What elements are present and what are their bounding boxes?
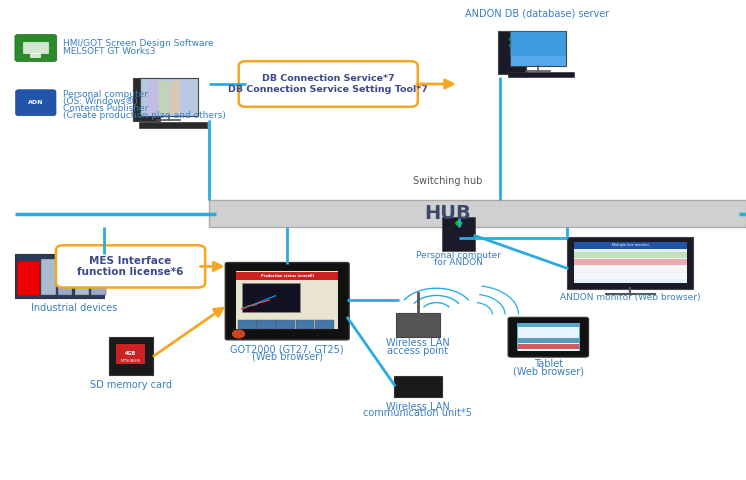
Text: HMI/GOT Screen Design Software: HMI/GOT Screen Design Software — [63, 39, 214, 48]
Text: access point: access point — [387, 346, 448, 356]
FancyBboxPatch shape — [15, 254, 104, 298]
FancyBboxPatch shape — [91, 259, 106, 295]
Text: ANDON DB (database) server: ANDON DB (database) server — [465, 9, 609, 19]
FancyBboxPatch shape — [170, 81, 181, 114]
FancyBboxPatch shape — [574, 274, 687, 279]
FancyBboxPatch shape — [140, 78, 198, 116]
FancyBboxPatch shape — [295, 320, 314, 329]
FancyBboxPatch shape — [507, 72, 574, 77]
Text: ANDON monitor (Web browser): ANDON monitor (Web browser) — [560, 293, 700, 302]
FancyBboxPatch shape — [396, 313, 440, 337]
FancyBboxPatch shape — [17, 261, 39, 295]
Text: Wireless LAN: Wireless LAN — [386, 402, 450, 412]
Text: HUB: HUB — [424, 204, 471, 223]
Circle shape — [510, 38, 514, 41]
FancyBboxPatch shape — [510, 31, 565, 56]
FancyBboxPatch shape — [257, 320, 276, 329]
FancyBboxPatch shape — [276, 320, 295, 329]
FancyBboxPatch shape — [133, 78, 160, 121]
Text: communication unit*5: communication unit*5 — [363, 408, 472, 419]
FancyBboxPatch shape — [236, 272, 338, 329]
FancyBboxPatch shape — [315, 320, 333, 329]
Text: Industrial devices: Industrial devices — [31, 303, 118, 313]
FancyBboxPatch shape — [16, 90, 56, 116]
FancyBboxPatch shape — [236, 272, 338, 279]
Text: (OS: Windows®): (OS: Windows®) — [63, 97, 138, 106]
Circle shape — [233, 330, 245, 338]
FancyBboxPatch shape — [498, 31, 526, 74]
Text: (Create production plan and others): (Create production plan and others) — [63, 111, 226, 120]
FancyBboxPatch shape — [31, 53, 41, 59]
FancyBboxPatch shape — [574, 266, 687, 272]
FancyBboxPatch shape — [394, 376, 442, 397]
FancyBboxPatch shape — [242, 283, 301, 312]
FancyBboxPatch shape — [510, 31, 565, 66]
Text: SD memory card: SD memory card — [90, 380, 172, 390]
Text: (Web browser): (Web browser) — [251, 351, 323, 361]
Circle shape — [510, 45, 514, 48]
Text: Contents Publisher: Contents Publisher — [63, 104, 148, 113]
FancyBboxPatch shape — [518, 344, 579, 349]
Text: MITSUBISHI: MITSUBISHI — [121, 359, 140, 363]
FancyBboxPatch shape — [58, 259, 72, 295]
FancyBboxPatch shape — [225, 263, 349, 340]
Text: Switching hub: Switching hub — [413, 176, 482, 186]
Text: MES Interface
function license*6: MES Interface function license*6 — [78, 255, 184, 277]
FancyBboxPatch shape — [56, 245, 205, 288]
FancyBboxPatch shape — [518, 327, 579, 350]
FancyBboxPatch shape — [109, 337, 152, 375]
FancyBboxPatch shape — [239, 61, 418, 107]
FancyBboxPatch shape — [574, 241, 687, 249]
FancyBboxPatch shape — [116, 344, 145, 364]
FancyBboxPatch shape — [574, 241, 687, 283]
Circle shape — [144, 88, 148, 90]
Text: for ANDON: for ANDON — [434, 258, 483, 267]
FancyBboxPatch shape — [139, 122, 207, 128]
FancyBboxPatch shape — [41, 259, 55, 295]
Text: Wireless LAN: Wireless LAN — [386, 338, 450, 348]
Text: Production status (overall): Production status (overall) — [260, 274, 314, 278]
Text: ADN: ADN — [28, 100, 43, 105]
FancyBboxPatch shape — [516, 323, 580, 351]
FancyBboxPatch shape — [148, 81, 158, 114]
Text: GOT2000 (GT27, GT25): GOT2000 (GT27, GT25) — [231, 344, 344, 354]
Text: (Web browser): (Web browser) — [513, 366, 584, 376]
FancyBboxPatch shape — [567, 237, 694, 289]
FancyBboxPatch shape — [518, 332, 579, 337]
FancyBboxPatch shape — [15, 35, 57, 61]
Text: DB Connection Service*7
DB Connection Service Setting Tool*7: DB Connection Service*7 DB Connection Se… — [228, 74, 428, 94]
FancyBboxPatch shape — [518, 338, 579, 343]
FancyBboxPatch shape — [574, 259, 687, 265]
FancyBboxPatch shape — [181, 81, 191, 114]
FancyBboxPatch shape — [160, 81, 169, 114]
FancyBboxPatch shape — [574, 252, 687, 258]
Text: Personal computer: Personal computer — [416, 251, 501, 260]
FancyBboxPatch shape — [238, 320, 257, 329]
Circle shape — [456, 221, 462, 225]
Text: Multiple line monitor: Multiple line monitor — [612, 243, 649, 247]
Circle shape — [144, 94, 148, 97]
Text: Personal computer: Personal computer — [63, 90, 148, 98]
FancyBboxPatch shape — [23, 42, 48, 53]
Text: 4GB: 4GB — [125, 351, 136, 356]
FancyBboxPatch shape — [508, 317, 589, 357]
Text: MELSOFT GT Works3: MELSOFT GT Works3 — [63, 48, 156, 56]
FancyBboxPatch shape — [442, 217, 475, 251]
FancyBboxPatch shape — [75, 259, 89, 295]
FancyBboxPatch shape — [209, 200, 746, 227]
Text: Tablet: Tablet — [533, 359, 563, 369]
